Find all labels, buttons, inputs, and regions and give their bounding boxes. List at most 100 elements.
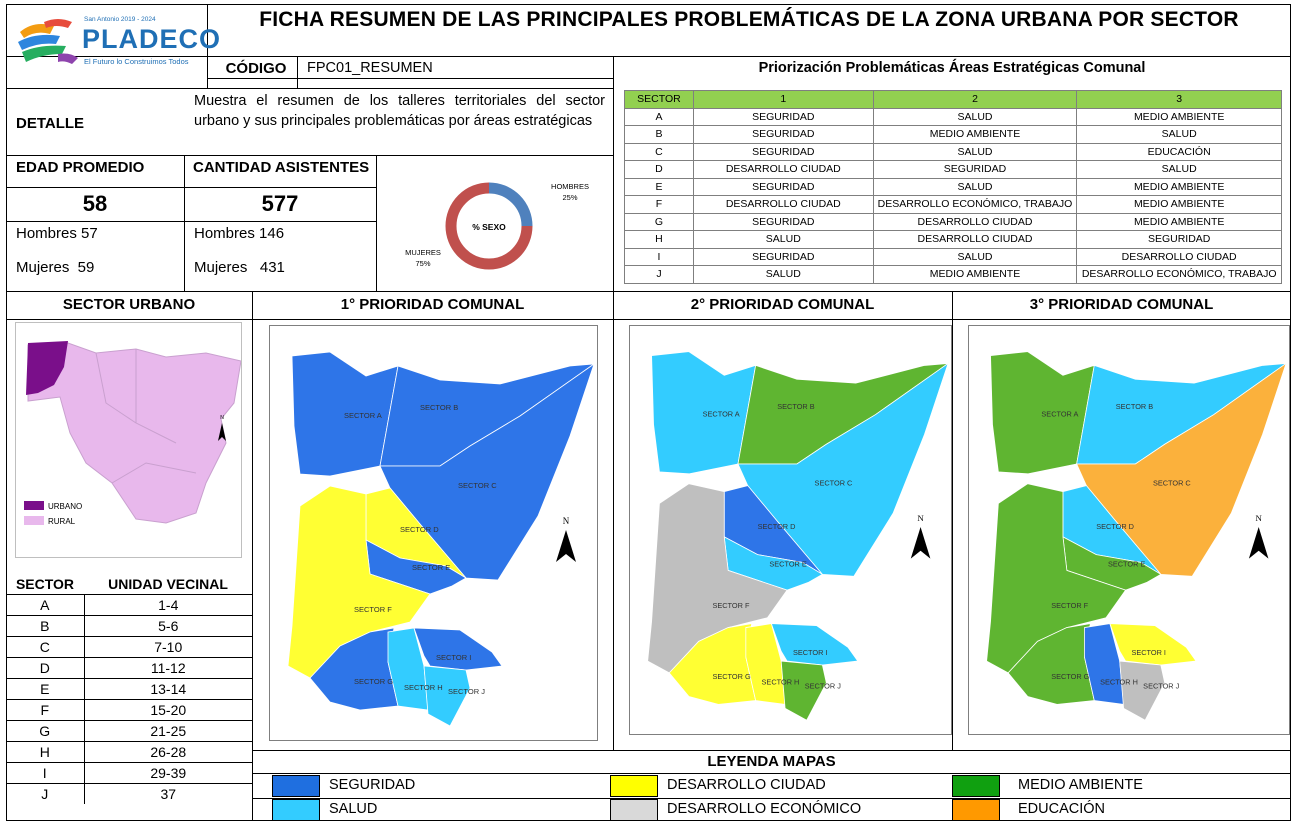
priority-cell: A xyxy=(624,107,694,126)
map3-north-label: N xyxy=(1255,513,1262,523)
priority-cell: SEGURIDAD xyxy=(692,247,874,266)
map1-label-d: SECTOR D xyxy=(400,525,439,534)
logo-tagline: El Futuro lo Construimos Todos xyxy=(84,57,189,66)
priority-cell: SEGURIDAD xyxy=(692,177,874,196)
units-row: A 1-4 xyxy=(6,594,252,616)
sex-chart: % SEXO HOMBRES 25% MUJERES 75% xyxy=(380,158,610,288)
priority-cell: SALUD xyxy=(1076,160,1282,179)
map2-label-e: SECTOR E xyxy=(769,559,807,568)
units-cell: 1-4 xyxy=(84,594,252,616)
priority-cell: DESARROLLO CIUDAD xyxy=(692,195,874,214)
map1-label-c: SECTOR C xyxy=(458,481,497,490)
legend-swatch-desarrollo-ciudad xyxy=(610,775,658,797)
priority-cell: SEGURIDAD xyxy=(1076,230,1282,249)
map2-sector-i xyxy=(770,623,859,666)
priority-table: SECTOR 1 2 3 A SEGURIDAD SALUD MEDIO AMBIENTE B… xyxy=(624,90,1282,284)
legend-swatch-educacion xyxy=(952,799,1000,821)
priority-cell: E xyxy=(624,177,694,196)
legend-swatch-desarrollo-economico xyxy=(610,799,658,821)
priority-header-0: SECTOR xyxy=(624,90,694,109)
priority-cell: SALUD xyxy=(872,247,1078,266)
priority-cell: SALUD xyxy=(872,177,1078,196)
north-arrow-icon xyxy=(1248,527,1269,559)
priority-cell: SEGURIDAD xyxy=(692,142,874,161)
units-cell: B xyxy=(6,615,85,637)
priority-cell: SEGURIDAD xyxy=(692,125,874,144)
priority-cell: DESARROLLO CIUDAD xyxy=(872,230,1078,249)
priority-cell: DESARROLLO CIUDAD xyxy=(1076,247,1282,266)
code-label: CÓDIGO xyxy=(225,60,287,77)
map1-sector-j xyxy=(423,665,471,727)
legend-label-educacion: EDUCACIÓN xyxy=(1018,801,1106,817)
donut-slice-men xyxy=(488,182,533,227)
count-women: Mujeres 431 xyxy=(194,259,285,276)
priority-row: E SEGURIDAD SALUD MEDIO AMBIENTE xyxy=(624,177,1282,196)
mini-north-label: N xyxy=(220,415,224,421)
priority-row: A SEGURIDAD SALUD MEDIO AMBIENTE xyxy=(624,107,1282,126)
count-men: Hombres 146 xyxy=(194,225,285,242)
map1-label-e: SECTOR E xyxy=(412,563,450,572)
map2-north-label: N xyxy=(917,513,924,523)
map2-label-b: SECTOR B xyxy=(777,402,815,411)
legend-urban-swatch xyxy=(24,501,44,510)
map2-frame: SECTOR A SECTOR B SECTOR C SECTOR D SECTOR E… xyxy=(629,325,952,735)
map2-label-h: SECTOR H xyxy=(762,678,800,687)
priority-row: D DESARROLLO CIUDAD SEGURIDAD SALUD xyxy=(624,160,1282,179)
legend-rural-swatch xyxy=(24,516,44,525)
priority-cell: SALUD xyxy=(1076,125,1282,144)
units-cell: F xyxy=(6,699,85,721)
count-value: 577 xyxy=(261,191,299,216)
legend-title: LEYENDA MAPAS xyxy=(707,753,836,770)
map1-label-g: SECTOR G xyxy=(354,677,393,686)
priority-cell: SALUD xyxy=(692,230,874,249)
legend-label-desarrollo-ciudad: DESARROLLO CIUDAD xyxy=(667,777,826,793)
priority-cell: MEDIO AMBIENTE xyxy=(872,265,1078,284)
units-row: D 11-12 xyxy=(6,657,252,679)
logo-period: San Antonio 2019 - 2024 xyxy=(84,16,156,23)
map1-label-h: SECTOR H xyxy=(404,683,443,692)
priority-cell: MEDIO AMBIENTE xyxy=(872,125,1078,144)
rural-area xyxy=(27,342,242,524)
map2-label-g: SECTOR G xyxy=(712,672,751,681)
units-cell: A xyxy=(6,594,85,616)
units-cell: J xyxy=(6,783,85,804)
priority-cell: SEGURIDAD xyxy=(872,160,1078,179)
units-cell: 37 xyxy=(84,783,252,804)
detail-text: Muestra el resumen de los talleres terri… xyxy=(194,93,605,129)
map2-sector-f xyxy=(647,483,788,674)
map3-label-h: SECTOR H xyxy=(1100,678,1138,687)
units-cell: H xyxy=(6,741,85,763)
units-cell: 26-28 xyxy=(84,741,252,763)
north-arrow-icon xyxy=(218,423,226,441)
map2-title: 2° PRIORIDAD COMUNAL xyxy=(690,296,875,313)
units-row: B 5-6 xyxy=(6,615,252,637)
map3-label-b: SECTOR B xyxy=(1116,402,1153,411)
map3-title: 3° PRIORIDAD COMUNAL xyxy=(1029,296,1214,313)
urban-area xyxy=(26,341,68,395)
map3-label-f: SECTOR F xyxy=(1051,601,1088,610)
priority-cell: MEDIO AMBIENTE xyxy=(1076,212,1282,231)
map1-label-a: SECTOR A xyxy=(344,411,382,420)
priority-cell: SALUD xyxy=(872,107,1078,126)
legend-urban-label: URBANO xyxy=(48,502,82,511)
map3-label-g: SECTOR G xyxy=(1051,672,1089,681)
north-arrow-icon xyxy=(556,530,576,562)
priority-row: B SEGURIDAD MEDIO AMBIENTE SALUD xyxy=(624,125,1282,144)
units-cell: 11-12 xyxy=(84,657,252,679)
donut-men-pct: 25% xyxy=(562,193,577,202)
age-men: Hombres 57 xyxy=(16,225,98,242)
logo-name: PLADECO xyxy=(82,24,222,54)
map3-label-d: SECTOR D xyxy=(1096,522,1134,531)
map2-label-j: SECTOR J xyxy=(805,682,842,691)
map1-sector-f xyxy=(287,485,431,679)
north-arrow-icon xyxy=(910,527,931,559)
priority-header-3: 3 xyxy=(1076,90,1282,109)
map1-label-f: SECTOR F xyxy=(354,605,392,614)
units-row: H 26-28 xyxy=(6,741,252,763)
priority-row: H SALUD DESARROLLO CIUDAD SEGURIDAD xyxy=(624,230,1282,249)
priority-cell: MEDIO AMBIENTE xyxy=(1076,177,1282,196)
units-cell: 13-14 xyxy=(84,678,252,700)
priority-header-1: 1 xyxy=(692,90,874,109)
priority-cell: C xyxy=(624,142,694,161)
units-row: I 29-39 xyxy=(6,762,252,784)
